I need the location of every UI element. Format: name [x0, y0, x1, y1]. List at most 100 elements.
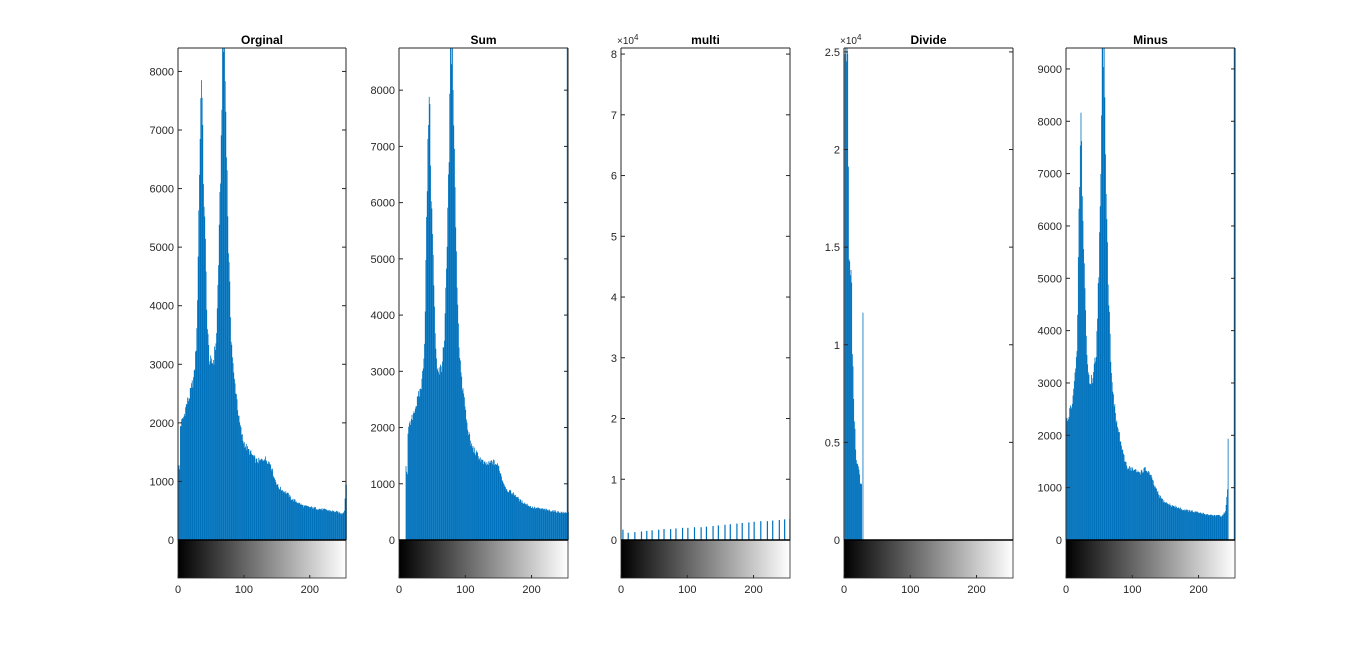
- histogram-bar: [237, 415, 239, 540]
- histogram-bar: [1168, 504, 1169, 540]
- histogram-bar: [326, 509, 328, 540]
- histogram-bar: [550, 511, 552, 540]
- histogram-bar: [410, 419, 412, 540]
- histogram-bar: [330, 510, 331, 540]
- histogram-bar: [288, 493, 289, 540]
- histogram-bar: [1086, 354, 1088, 540]
- histogram-bar: [237, 410, 239, 540]
- histogram-bar: [1094, 357, 1096, 540]
- histogram-bar: [339, 512, 341, 540]
- y-tick-label: 2: [834, 145, 840, 157]
- histogram-bar: [1076, 351, 1078, 540]
- histogram-bar: [1199, 512, 1201, 540]
- histogram-bar: [1221, 516, 1222, 540]
- histogram-bar: [1215, 516, 1216, 540]
- histogram-bar: [532, 506, 534, 540]
- histogram-bar: [313, 506, 315, 540]
- histogram-bar: [1183, 510, 1185, 540]
- histogram-bar: [261, 459, 263, 540]
- histogram-bar: [436, 369, 438, 540]
- y-tick-label: 5000: [150, 242, 174, 254]
- histogram-bar: [1218, 514, 1220, 540]
- histogram-bar: [438, 374, 440, 540]
- histogram-bar: [544, 510, 546, 540]
- histogram-bar: [1184, 511, 1186, 540]
- histogram-bar: [440, 366, 442, 540]
- histogram-bar: [435, 348, 437, 540]
- x-tick-label: 0: [1063, 584, 1069, 596]
- x-tick-label: 100: [1123, 584, 1141, 596]
- histogram-bar: [479, 457, 481, 540]
- histogram-bar: [467, 429, 469, 540]
- histogram-bar: [459, 360, 461, 540]
- histogram-bar: [1089, 383, 1091, 540]
- histogram-bar: [475, 455, 477, 540]
- histogram-bar: [307, 506, 308, 540]
- histogram-bar: [538, 507, 539, 540]
- histogram-bar: [1114, 404, 1116, 540]
- histogram-bar: [1113, 394, 1114, 540]
- y-tick-label: 4: [611, 292, 617, 304]
- histogram-bar: [1205, 515, 1206, 540]
- histogram-bar: [203, 184, 204, 540]
- histogram-bar: [465, 409, 467, 540]
- histogram-bar: [518, 501, 520, 540]
- histogram-bar: [189, 398, 190, 540]
- x-tick-label: 0: [841, 584, 847, 596]
- histogram-spike: [736, 523, 738, 540]
- histogram-bar: [550, 511, 551, 540]
- histogram-bar: [1197, 512, 1199, 540]
- histogram-bar: [1166, 502, 1168, 540]
- histogram-bar: [1219, 515, 1220, 540]
- histogram-bar: [1142, 472, 1144, 540]
- histogram-bar: [553, 510, 555, 540]
- histogram-bar: [256, 458, 258, 540]
- histogram-spike: [778, 519, 780, 540]
- histogram-bar: [214, 346, 216, 540]
- histogram-bar: [208, 364, 210, 540]
- histogram-bar: [551, 511, 553, 540]
- histogram-bar: [420, 389, 422, 540]
- histogram-bar: [1167, 504, 1169, 540]
- histogram-bar: [430, 165, 431, 540]
- histogram-bar: [504, 486, 506, 540]
- histogram-bar: [1067, 419, 1069, 540]
- histogram-bar: [303, 507, 304, 540]
- histogram-bar: [1103, 48, 1105, 540]
- histogram-bar: [206, 309, 208, 540]
- y-tick-label: 8000: [1038, 116, 1062, 128]
- histogram-bar: [1186, 509, 1188, 540]
- histogram-bar: [460, 372, 462, 540]
- y-tick-label: 1.5: [825, 242, 840, 254]
- histogram-bar: [306, 505, 308, 540]
- histogram-spike: [640, 531, 643, 540]
- y-tick-label: 2000: [371, 423, 395, 435]
- histogram-bar: [308, 506, 310, 540]
- y-tick-label: 3000: [1038, 378, 1062, 390]
- histogram-bar: [466, 422, 468, 540]
- histogram-bar: [847, 166, 849, 540]
- histogram-bar: [264, 459, 266, 540]
- histogram-bar: [1201, 514, 1203, 540]
- histogram-bar: [222, 48, 224, 540]
- histogram-bar: [1145, 470, 1147, 540]
- histogram-bar: [437, 368, 439, 540]
- histogram-bar: [1214, 514, 1216, 540]
- histogram-bar: [412, 413, 414, 540]
- histogram-bar: [1213, 516, 1214, 540]
- histogram-bar: [247, 448, 249, 540]
- histogram-bar: [450, 48, 451, 540]
- histogram-bar: [1137, 470, 1139, 540]
- y-tick-label: 7000: [371, 141, 395, 153]
- y-tick-label: 8: [611, 49, 617, 61]
- histogram-bar: [479, 458, 480, 540]
- histogram-bar: [1132, 468, 1134, 540]
- histogram-bar: [290, 499, 292, 540]
- histogram-bar: [856, 463, 858, 540]
- histogram-bar: [408, 426, 410, 540]
- histogram-bar: [1130, 470, 1132, 540]
- histogram-bar: [851, 354, 853, 540]
- histogram-bar: [452, 48, 453, 540]
- histogram-bar: [1217, 514, 1219, 540]
- histogram-bar: [518, 498, 520, 540]
